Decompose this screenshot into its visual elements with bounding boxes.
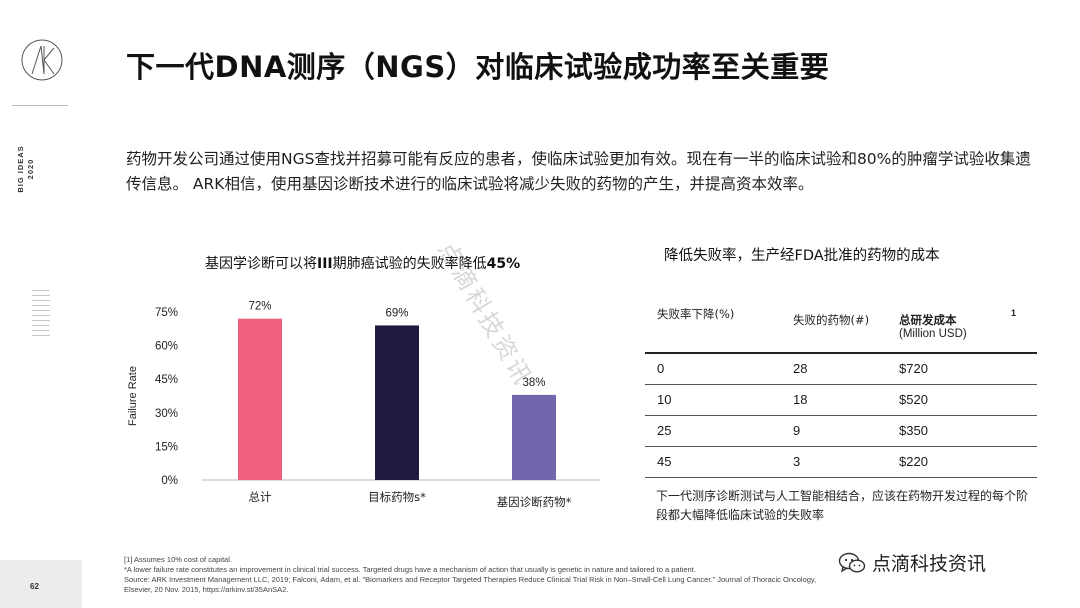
cost-table: 失败率下降(%) 失败的药物(#) 总研发成本 (Million USD) 1 … xyxy=(645,300,1037,478)
header-failed-drugs: 失败的药物(#) xyxy=(793,313,870,327)
brand-name: 点滴科技资讯 xyxy=(872,553,987,575)
chart-title-main: 基因学诊断可以将 xyxy=(205,256,317,272)
intro-paragraph: 药物开发公司通过使用NGS查找并招募可能有反应的患者，使临床试验更加有效。现在有… xyxy=(126,150,1031,193)
cell-failure-rate-drop: 25 xyxy=(657,423,672,438)
ark-logo xyxy=(21,39,63,81)
cell-failure-rate-drop: 10 xyxy=(657,392,672,407)
big-ideas-label: BIG IDEAS 2020 xyxy=(16,140,86,194)
failure-rate-bar-chart: Failure Rate 0% 15% 30% 45% 60% 75% 72% 69% 38% 总计… xyxy=(127,301,600,509)
page-number: 62 xyxy=(30,582,39,591)
table-body: 0 28 $720 10 18 $520 25 9 $350 45 3 $220 xyxy=(645,354,1037,478)
bar-data-label: 69% xyxy=(385,307,408,319)
cell-failure-rate-drop: 0 xyxy=(657,361,665,376)
chart-title-rest: 期肺癌试验的失败率降低 xyxy=(332,256,487,272)
footnote-source: Source: ARK Investment Management LLC, 2… xyxy=(124,575,817,584)
header-total-cost-unit: (Million USD) xyxy=(899,328,967,340)
cell-total-cost: $350 xyxy=(899,423,928,438)
y-tick-label: 75% xyxy=(155,307,178,319)
x-category-label: 目标药物s* xyxy=(368,490,426,504)
cell-failure-rate-drop: 45 xyxy=(657,454,672,469)
y-tick-label: 60% xyxy=(155,341,178,353)
wechat-brand: 点滴科技资讯 xyxy=(838,549,986,576)
bar-data-label: 72% xyxy=(248,301,271,313)
cell-failed-drugs: 3 xyxy=(793,454,801,469)
y-tick-label: 0% xyxy=(161,475,178,487)
x-category-label: 总计 xyxy=(249,490,272,504)
y-tick-label: 30% xyxy=(155,408,178,420)
chart-title: 基因学诊断可以将III期肺癌试验的失败率降低45% xyxy=(205,253,520,273)
bar-2 xyxy=(375,325,419,480)
chart-title-bold: III xyxy=(317,256,333,272)
rail-divider xyxy=(12,105,68,106)
table-header: 失败率下降(%) 失败的药物(#) 总研发成本 (Million USD) 1 xyxy=(645,300,1037,354)
cell-failed-drugs: 28 xyxy=(793,361,808,376)
cell-failed-drugs: 18 xyxy=(793,392,808,407)
wechat-icon xyxy=(838,552,866,573)
big-ideas-line2: 2020 xyxy=(26,158,35,180)
y-axis-label: Failure Rate xyxy=(127,366,139,426)
bar-3 xyxy=(512,394,556,480)
y-tick-label: 15% xyxy=(155,441,178,453)
x-category-label: 基因诊断药物* xyxy=(497,495,572,509)
table-row: 25 9 $350 xyxy=(645,416,1037,447)
bar-data-label: 38% xyxy=(522,377,545,389)
table-row: 10 18 $520 xyxy=(645,385,1037,416)
table-note: 下一代测序诊断测试与人工智能相结合，应该在药物开发过程的每个阶段都大幅降低临床试… xyxy=(656,489,1029,522)
bar-1 xyxy=(238,318,282,480)
header-failure-rate-drop: 失败率下降(%) xyxy=(657,307,735,321)
chart-title-pct: 45% xyxy=(486,256,521,272)
page-number-box xyxy=(0,560,82,608)
table-title: 降低失败率，生产经FDA批准的药物的成本 xyxy=(664,248,940,264)
header-footnote-mark: 1 xyxy=(1011,308,1017,318)
footnote-source-cont: Elsevier, 20 Nov. 2015, https://arkinv.s… xyxy=(124,585,289,594)
footnote-1: [1] Assumes 10% cost of capital. xyxy=(124,555,232,564)
table-row: 45 3 $220 xyxy=(645,447,1037,478)
cell-total-cost: $520 xyxy=(899,392,928,407)
table-row: 0 28 $720 xyxy=(645,354,1037,385)
footnote-2: *A lower failure rate constitutes an imp… xyxy=(124,565,696,574)
big-ideas-line1: BIG IDEAS xyxy=(16,145,25,193)
header-total-cost: 总研发成本 xyxy=(899,313,957,327)
rail-decoration xyxy=(32,290,50,350)
cell-total-cost: $720 xyxy=(899,361,928,376)
cell-failed-drugs: 9 xyxy=(793,423,801,438)
y-tick-label: 45% xyxy=(155,374,178,386)
cell-total-cost: $220 xyxy=(899,454,928,469)
footnotes: [1] Assumes 10% cost of capital. *A lowe… xyxy=(124,555,1014,595)
page-title: 下一代DNA测序（NGS）对临床试验成功率至关重要 xyxy=(126,50,830,84)
